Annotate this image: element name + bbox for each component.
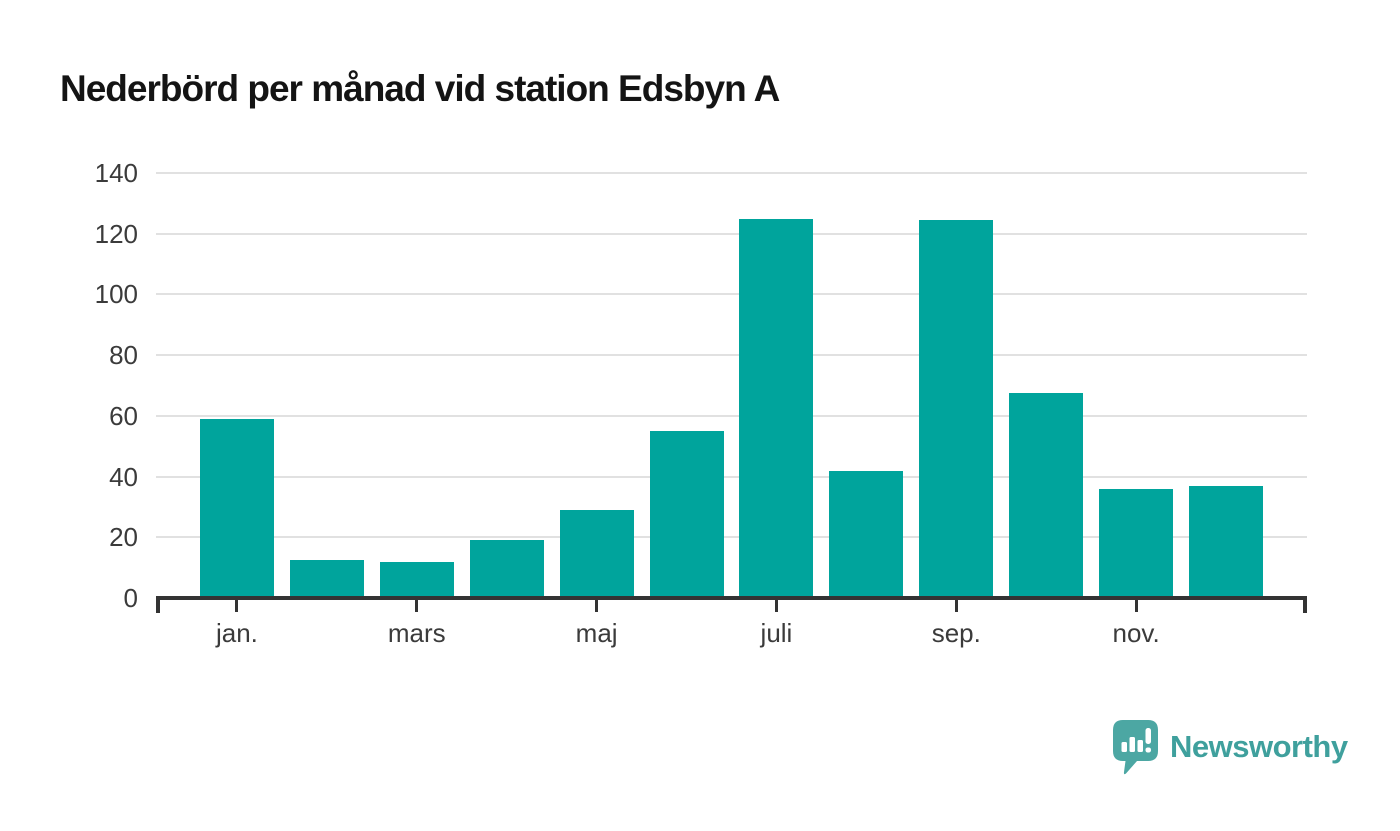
x-axis-tick [954,600,958,612]
y-axis-tick-label: 20 [109,522,138,553]
newsworthy-logo: Newsworthy [1112,719,1348,775]
x-axis-tick [595,600,599,612]
x-axis-tick [1134,600,1138,612]
newsworthy-wordmark: Newsworthy [1170,729,1348,764]
x-axis-tick [774,600,778,612]
y-axis-tick-label: 140 [94,158,138,188]
bar-mars [379,561,454,598]
x-axis-tick-label: sep. [931,618,981,648]
gridline-y-140 [156,172,1307,174]
y-axis-tick-label: 120 [94,218,138,249]
x-axis-left-cap [156,596,160,613]
bar-dec. [1189,485,1264,598]
bar-sep. [919,220,994,598]
bar-apr. [469,540,544,598]
x-axis-tick [235,600,239,612]
bar-maj [559,509,634,598]
x-axis-tick [415,600,419,612]
bar-aug. [829,470,904,598]
x-axis-tick-label: maj [575,618,618,648]
gridline-y-40 [156,475,1307,478]
x-axis-tick-label: jan. [215,618,258,648]
x-axis-line [156,596,1307,600]
gridline-y-120 [156,232,1307,235]
x-axis-tick-label: mars [387,618,446,648]
x-axis-right-cap [1303,596,1307,613]
x-axis-tick-label: juli [760,618,793,648]
gridline-y-20 [156,536,1307,539]
y-axis-tick-label: 0 [123,583,138,613]
gridline-y-80 [156,354,1307,357]
y-axis-tick-label: 40 [109,461,138,492]
x-axis-tick-label: nov. [1112,618,1160,648]
chart-title: Nederbörd per månad vid station Edsbyn A [60,68,780,109]
bar-nov. [1099,488,1174,598]
bar-okt. [1009,393,1084,598]
gridline-y-100 [156,293,1307,296]
bar-juli [739,218,814,598]
bar-juni [649,431,724,598]
newsworthy-icon [1113,720,1158,775]
bar-feb. [289,560,364,598]
y-axis-tick-label: 80 [109,340,138,371]
bar-jan. [199,418,274,598]
y-axis-tick-label: 100 [94,279,138,310]
y-axis-tick-label: 60 [109,400,138,431]
plot-area: 0 20 40 60 80 100 120 140 jan. mars maj juli sep. nov… [95,158,1307,648]
gridline-y-60 [156,414,1307,417]
